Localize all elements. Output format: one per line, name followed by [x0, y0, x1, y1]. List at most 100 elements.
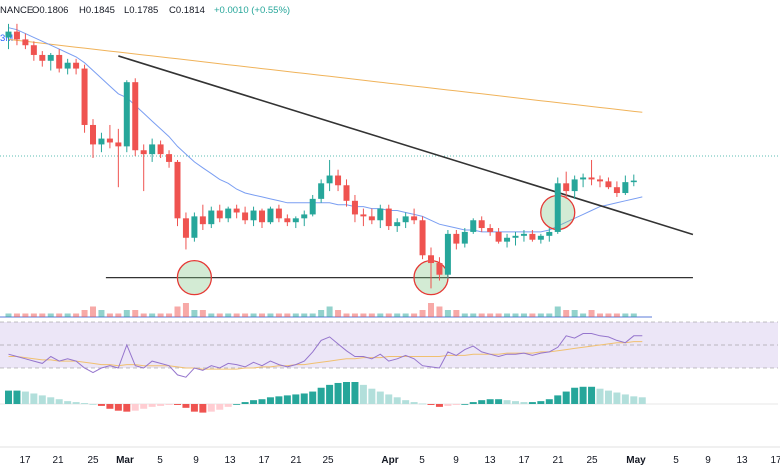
volume-bar: [174, 306, 181, 317]
open-value: O0.1806: [32, 5, 68, 16]
candle-body: [149, 144, 156, 155]
volume-bar: [453, 310, 460, 317]
symbol-label: NANCE: [0, 5, 33, 16]
candle-body: [402, 216, 409, 223]
candle-body: [529, 233, 536, 240]
low-value: L0.1785: [124, 5, 158, 16]
macd-histogram-bar: [55, 399, 63, 404]
candle-body: [174, 161, 181, 219]
candle-body: [132, 82, 139, 151]
macd-histogram-bar: [64, 401, 72, 404]
macd-histogram-bar: [131, 404, 139, 411]
macd-histogram-bar: [165, 404, 173, 405]
close-value: C0.1814: [169, 5, 205, 16]
x-axis-tick-label: 21: [52, 455, 64, 466]
volume-bar: [444, 310, 451, 317]
volume-bar: [30, 313, 37, 317]
macd-histogram-bar: [250, 400, 258, 404]
macd-histogram-bar: [486, 399, 494, 404]
volume-bar: [56, 313, 63, 317]
macd-histogram-bar: [266, 397, 274, 404]
candle-body: [208, 210, 215, 225]
candle-body: [394, 222, 401, 227]
candle-body: [275, 208, 282, 219]
volume-bar: [411, 313, 418, 317]
volume-bar: [512, 313, 519, 317]
macd-histogram-bar: [300, 393, 308, 404]
volume-bar: [351, 313, 358, 317]
candle-body: [487, 228, 494, 232]
x-axis-tick-label: 9: [453, 455, 459, 466]
volume-bar: [292, 313, 299, 317]
volume-bar: [504, 313, 511, 317]
macd-histogram-bar: [419, 403, 427, 405]
volume-bar: [225, 313, 232, 317]
candle-body: [613, 187, 620, 194]
volume-bar: [377, 313, 384, 317]
macd-histogram-bar: [283, 395, 291, 404]
x-axis-tick-label: 13: [736, 455, 748, 466]
x-axis-tick-label: 5: [673, 455, 679, 466]
volume-bar: [166, 313, 173, 317]
candle-body: [335, 175, 342, 186]
rsi-ma-line: [8, 341, 643, 370]
candle-body: [22, 39, 29, 46]
macd-histogram-bar: [520, 402, 528, 404]
volume-bar: [81, 310, 88, 317]
volume-bar: [39, 313, 46, 317]
macd-histogram-bar: [410, 402, 418, 404]
candle-body: [605, 181, 612, 188]
candle-body: [250, 210, 257, 221]
candle-body: [326, 175, 333, 184]
x-axis-tick-label: 5: [419, 455, 425, 466]
x-axis-tick-label: 17: [518, 455, 530, 466]
volume-bar: [402, 313, 409, 317]
macd-histogram-bar: [114, 404, 122, 411]
volume-bar: [140, 313, 147, 317]
volume-bar: [495, 313, 502, 317]
macd-histogram-bar: [148, 404, 156, 407]
candle-body: [537, 235, 544, 240]
volume-bar: [563, 310, 570, 317]
macd-histogram-bar: [233, 404, 241, 405]
macd-histogram-bar: [604, 390, 612, 404]
macd-histogram-bar: [275, 396, 283, 404]
macd-histogram-bar: [97, 404, 105, 406]
macd-histogram-bar: [376, 391, 384, 404]
macd-histogram-bar: [224, 404, 232, 407]
macd-histogram-bar: [199, 404, 207, 413]
x-axis-tick-label: 13: [484, 455, 496, 466]
macd-histogram-bar: [444, 404, 452, 406]
macd-histogram-bar: [81, 403, 89, 404]
candle-body: [233, 208, 240, 213]
volume-bar: [470, 313, 477, 317]
x-axis-tick-label: Apr: [381, 455, 398, 466]
macd-histogram-bar: [317, 387, 325, 404]
ma-slow-line: [8, 38, 643, 113]
macd-histogram-bar: [435, 404, 443, 407]
x-axis-tick-label: 9: [705, 455, 711, 466]
macd-histogram-bar: [47, 397, 55, 404]
x-axis-tick-label: 25: [322, 455, 334, 466]
ma-fast-line: [8, 27, 643, 233]
macd-histogram-bar: [385, 394, 393, 404]
x-axis-tick-label: Mar: [116, 455, 134, 466]
volume-bar: [208, 313, 215, 317]
candle-body: [351, 200, 358, 215]
price-pane: [0, 23, 780, 296]
high-value: H0.1845: [79, 5, 115, 16]
volume-bar: [267, 313, 274, 317]
candle-body: [630, 180, 637, 183]
volume-bar: [149, 313, 156, 317]
candle-body: [563, 183, 570, 192]
volume-bar: [233, 313, 240, 317]
volume-bar: [343, 313, 350, 317]
candle-body: [259, 210, 265, 223]
candle-body: [292, 218, 299, 223]
volume-bar: [487, 313, 494, 317]
candle-body: [318, 183, 325, 199]
volume-bar: [529, 313, 536, 317]
candle-body: [385, 208, 392, 227]
volume-bar: [630, 313, 637, 317]
